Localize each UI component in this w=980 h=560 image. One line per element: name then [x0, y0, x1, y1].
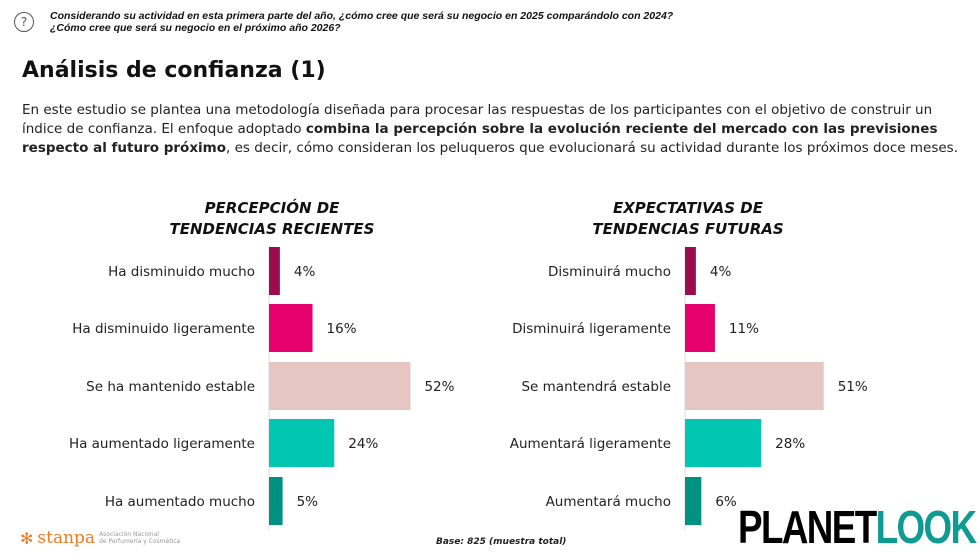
- data-label: 11%: [729, 321, 759, 337]
- bar: [269, 362, 411, 410]
- chart-title-right: EXPECTATIVAS DE TENDENCIAS FUTURAS: [592, 199, 784, 238]
- data-label: 24%: [348, 436, 378, 452]
- category-label: Disminuirá mucho: [548, 264, 671, 280]
- data-label: 6%: [715, 494, 737, 510]
- survey-question: Considerando su actividad en esta primer…: [50, 10, 674, 34]
- data-label: 4%: [710, 264, 732, 280]
- data-label: 52%: [424, 379, 454, 395]
- bar: [269, 419, 335, 467]
- base-note: Base: 825 (muestra total): [436, 537, 567, 547]
- category-label: Ha disminuido ligeramente: [72, 321, 255, 337]
- planetlook-logo: PLANETLOOK: [738, 501, 977, 553]
- intro-text: En este estudio se plantea una metodolog…: [22, 102, 958, 156]
- category-label: Ha aumentado mucho: [105, 494, 255, 510]
- category-label: Se mantendrá estable: [521, 379, 671, 395]
- bar: [685, 247, 696, 295]
- bar: [685, 304, 715, 352]
- category-label: Disminuirá ligeramente: [512, 321, 671, 337]
- category-label: Ha disminuido mucho: [108, 264, 255, 280]
- question-circle-icon: ?: [14, 12, 34, 32]
- bar: [685, 362, 824, 410]
- page-title: Análisis de confianza (1): [22, 58, 326, 83]
- data-label: 51%: [838, 379, 868, 395]
- data-label: 4%: [294, 264, 316, 280]
- category-label: Aumentará ligeramente: [510, 436, 671, 452]
- bar: [269, 304, 313, 352]
- bar: [269, 247, 280, 295]
- stanpa-logo: ✻ stanpa Asociación Nacional de Perfumería …: [20, 528, 181, 548]
- data-label: 16%: [327, 321, 357, 337]
- data-label: 5%: [297, 494, 319, 510]
- chart-title-left: PERCEPCIÓN DE TENDENCIAS RECIENTES: [169, 199, 375, 238]
- category-label: Se ha mantenido estable: [86, 379, 255, 395]
- data-label: 28%: [775, 436, 805, 452]
- category-label: Ha aumentado ligeramente: [69, 436, 255, 452]
- bar: [685, 419, 762, 467]
- bar: [269, 477, 283, 525]
- bar: [685, 477, 702, 525]
- category-label: Aumentará mucho: [546, 494, 671, 510]
